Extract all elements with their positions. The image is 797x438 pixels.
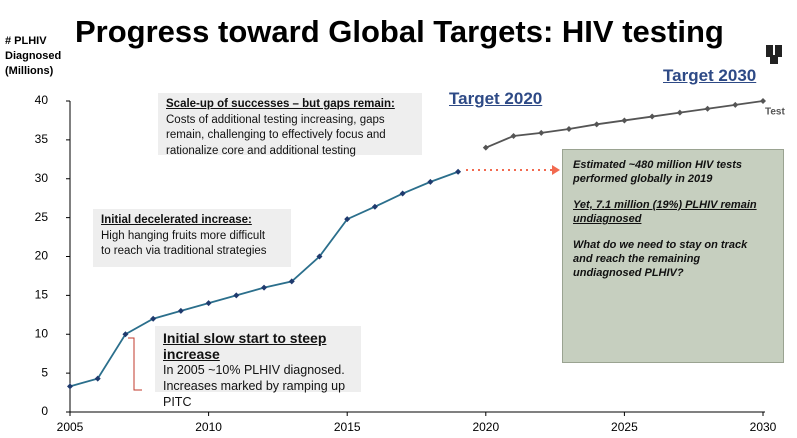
- y-tick-label: 25: [35, 210, 49, 224]
- point: [94, 375, 101, 382]
- callout-line: undiagnosed: [573, 213, 642, 225]
- point: [565, 125, 572, 132]
- y-tick-label: 30: [35, 171, 49, 185]
- point: [150, 315, 157, 322]
- point: [704, 105, 711, 112]
- annotation-line: rationalize core and additional testing: [166, 144, 356, 157]
- x-tick-label: 2030: [750, 420, 777, 434]
- point: [177, 307, 184, 314]
- callout-line: Yet, 7.1 million (19%) PLHIV remain: [573, 199, 757, 211]
- y-tick-label: 20: [35, 249, 49, 263]
- target-label: Target 2020: [449, 89, 543, 108]
- y-label-line: # PLHIV: [5, 35, 47, 47]
- point: [649, 113, 656, 120]
- bracket: [128, 337, 142, 391]
- arrow-head: [552, 165, 560, 175]
- title: Progress toward Global Targets: HIV test…: [75, 14, 724, 49]
- point: [288, 278, 295, 285]
- y-tick-label: 10: [35, 326, 49, 340]
- annotation-heading: Scale-up of successes – but gaps remain:: [166, 98, 395, 110]
- point: [316, 253, 323, 260]
- y-tick-label: 5: [41, 365, 48, 379]
- x-tick-label: 2015: [334, 420, 361, 434]
- point: [261, 284, 268, 291]
- point: [233, 292, 240, 299]
- point: [732, 101, 739, 108]
- callout-paragraph: Estimated ~480 million HIV tests perform…: [573, 158, 773, 186]
- x-tick-label: 2025: [611, 420, 638, 434]
- annotation-heading: Initial slow start to steep increase: [163, 330, 327, 362]
- annotation-line: to reach via traditional strategies: [101, 245, 267, 257]
- annotation: Initial slow start to steep increase In …: [155, 326, 361, 409]
- callout-line: What do we need to stay on track: [573, 239, 748, 251]
- point: [344, 216, 351, 223]
- x-tick-label: 2010: [195, 420, 222, 434]
- callout-line: and reach the remaining: [573, 253, 701, 265]
- point: [760, 98, 766, 104]
- y-tick-label: 35: [35, 132, 49, 146]
- point: [482, 144, 489, 151]
- y-tick-label: 15: [35, 288, 49, 302]
- callout-line: performed globally in 2019: [573, 173, 713, 185]
- point: [676, 109, 683, 116]
- point: [621, 117, 628, 124]
- y-axis-label: # PLHIV Diagnosed (Millions): [5, 34, 61, 79]
- logo: [766, 45, 782, 64]
- y-label-line: (Millions): [5, 65, 54, 77]
- annotation-line: remain, challenging to effectively focus…: [166, 129, 386, 141]
- callout-line: Estimated ~480 million HIV tests: [573, 159, 743, 171]
- point: [371, 203, 378, 210]
- annotation: Scale-up of successes – but gaps remain:…: [158, 93, 422, 157]
- point: [538, 129, 545, 136]
- annotation-line: Increases marked by ramping up: [163, 379, 346, 393]
- annotation-line: High hanging fruits more difficult: [101, 229, 266, 242]
- point: [67, 383, 73, 390]
- series-end-label: Test: [765, 107, 785, 118]
- point: [427, 178, 434, 185]
- point: [122, 331, 129, 338]
- x-tick-label: 2005: [57, 420, 84, 434]
- callout-paragraph: Yet, 7.1 million (19%) PLHIV remain undi…: [573, 198, 773, 226]
- y-label-line: Diagnosed: [5, 50, 62, 62]
- annotation-heading: Initial decelerated increase:: [101, 214, 252, 226]
- annotation: Initial decelerated increase: High hangi…: [93, 209, 291, 267]
- annotation-line: In 2005 ~10% PLHIV diagnosed.: [163, 363, 345, 377]
- target-label: Target 2030: [663, 66, 757, 85]
- y-tick-label: 40: [35, 93, 49, 107]
- callout: Estimated ~480 million HIV tests perform…: [562, 149, 784, 363]
- callout-line: undiagnosed PLHIV?: [573, 267, 684, 279]
- annotation-line: PITC: [163, 395, 192, 409]
- point: [510, 132, 517, 139]
- point: [205, 300, 212, 307]
- point: [455, 168, 462, 175]
- y-tick-label: 0: [41, 404, 48, 418]
- callout-paragraph: What do we need to stay on track and rea…: [573, 238, 773, 280]
- x-tick-label: 2020: [472, 420, 499, 434]
- point: [399, 190, 406, 197]
- point: [593, 121, 600, 128]
- annotation-line: Costs of additional testing increasing, …: [166, 113, 385, 126]
